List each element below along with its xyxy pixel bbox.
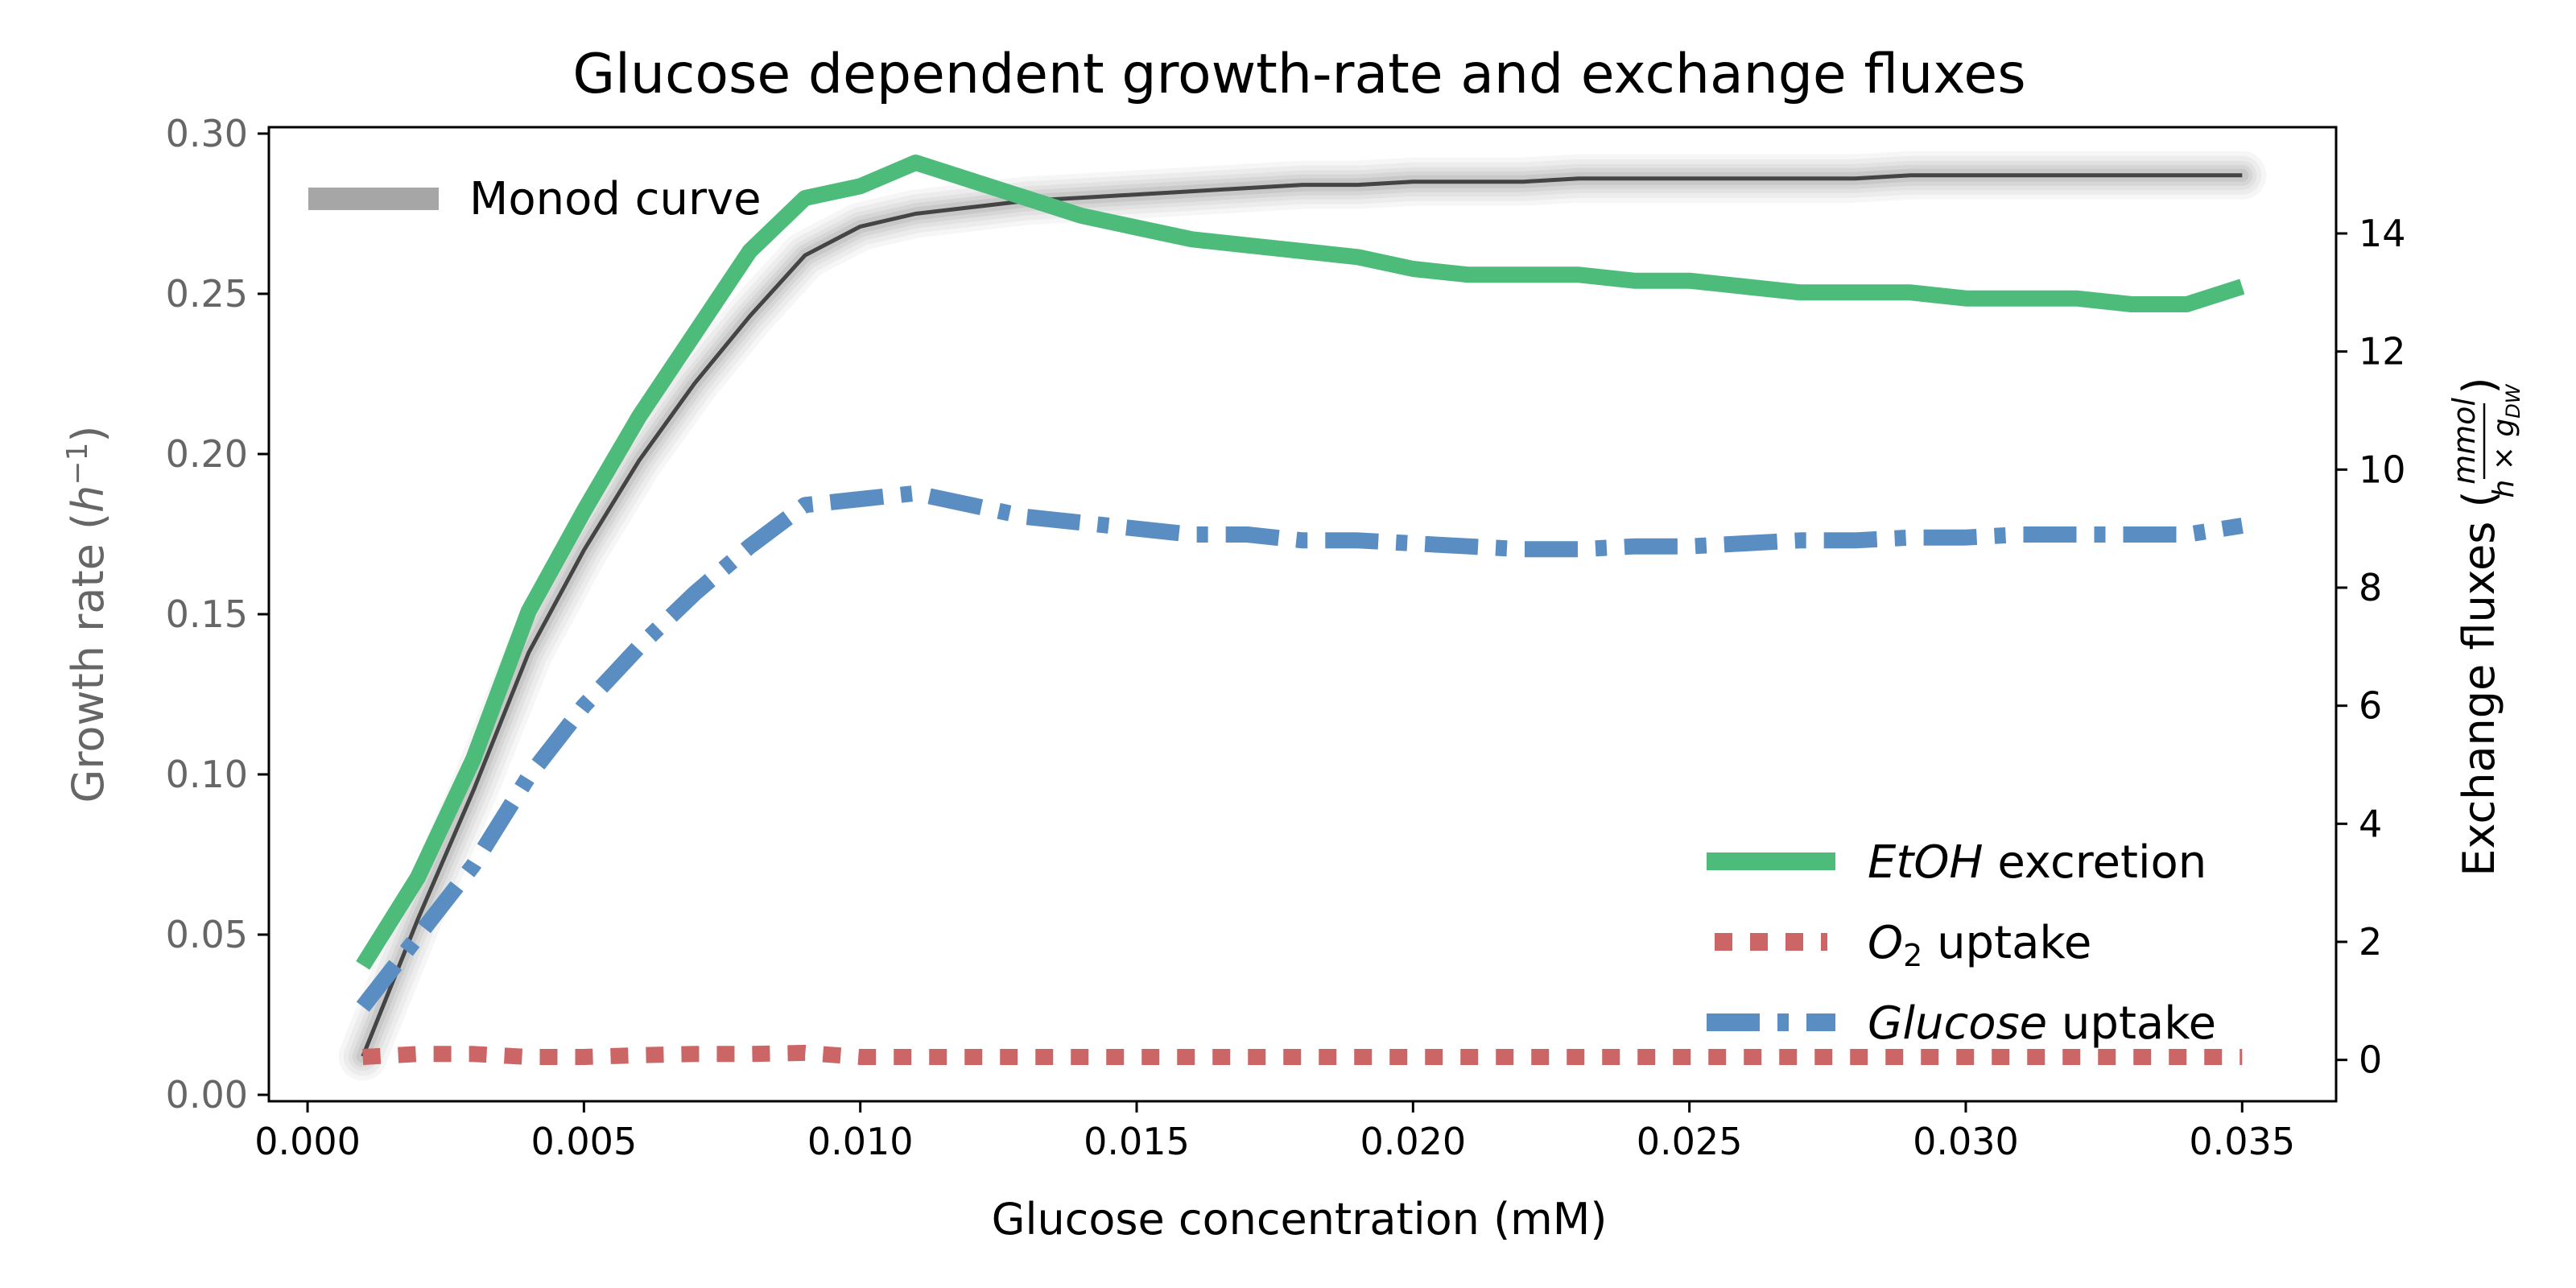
left-y-tick-label: 0.05 (166, 913, 248, 956)
right-y-axis-label: Exchange fluxes ( mmol h × gDW ) (2446, 377, 2524, 876)
series-line-etoh (356, 155, 2245, 970)
legend-label-o2: O2 uptake (1868, 917, 2091, 973)
left-y-tick-label: 0.30 (166, 112, 248, 155)
legend-label-glucose: Glucose uptake (1868, 997, 2216, 1050)
x-tick-label: 0.010 (807, 1120, 914, 1163)
monod-curve-line (361, 173, 2243, 1058)
left-y-tick-label: 0.10 (166, 753, 248, 796)
series-line-glucose (356, 485, 2244, 1012)
legend-label-etoh: EtOH excretion (1868, 836, 2207, 889)
right-y-axis-label-text: Exchange fluxes ( (2454, 490, 2504, 876)
series-layer (356, 155, 2245, 1065)
x-tick-label: 0.000 (254, 1120, 361, 1163)
x-tick-label: 0.005 (531, 1120, 638, 1163)
x-tick-label: 0.030 (1913, 1120, 2019, 1163)
left-y-tick-label: 0.25 (166, 272, 248, 316)
x-tick-label: 0.015 (1084, 1120, 1190, 1163)
chart-title: Glucose dependent growth-rate and exchan… (572, 43, 2025, 106)
right-y-axis-label-denominator: h × gDW (2487, 383, 2524, 497)
right-y-tick-label: 6 (2359, 684, 2382, 728)
left-y-axis: 0.00 0.05 0.10 0.15 0.20 0.25 0.30 (166, 112, 269, 1117)
right-y-tick-label: 10 (2359, 448, 2406, 491)
x-axis-label: Glucose concentration (mM) (992, 1194, 1608, 1245)
right-y-tick-label: 8 (2359, 566, 2382, 609)
right-y-tick-label: 0 (2359, 1038, 2382, 1082)
right-y-tick-label: 14 (2359, 212, 2406, 255)
x-tick-label: 0.020 (1360, 1120, 1466, 1163)
left-y-axis-label: Growth rate (h−1) (61, 426, 114, 803)
x-axis: 0.000 0.005 0.010 0.015 0.020 0.025 0.030 0.035 (254, 1101, 2295, 1163)
series-line-o2 (362, 1044, 2243, 1065)
right-y-axis-label-numerator: mmol (2446, 398, 2482, 485)
legend-right: EtOH excretion O2 uptake Glucose uptake (1707, 836, 2216, 1050)
right-y-tick-label: 12 (2359, 330, 2406, 374)
left-y-tick-label: 0.15 (166, 592, 248, 636)
x-tick-label: 0.025 (1637, 1120, 1743, 1163)
right-y-tick-label: 4 (2359, 802, 2382, 845)
left-y-tick-label: 0.20 (166, 432, 248, 476)
right-y-axis-label-close-paren: ) (2454, 377, 2504, 394)
legend-label-monod: Monod curve (469, 173, 762, 225)
monod-curve-layer (338, 151, 2267, 1081)
left-y-tick-label: 0.00 (166, 1073, 248, 1117)
legend-left: Monod curve (308, 173, 762, 225)
x-tick-label: 0.035 (2189, 1120, 2295, 1163)
right-y-axis: 0 2 4 6 8 10 12 14 (2336, 212, 2406, 1082)
right-y-tick-label: 2 (2359, 920, 2382, 964)
